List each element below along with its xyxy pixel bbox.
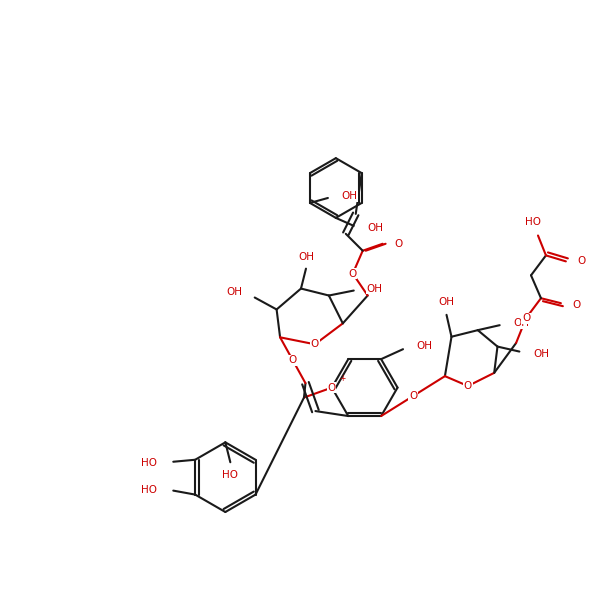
Text: OH: OH [514, 318, 530, 328]
Text: O: O [464, 381, 472, 391]
Text: OH: OH [227, 287, 243, 296]
Text: OH: OH [533, 349, 550, 359]
Text: OH: OH [342, 191, 358, 201]
Text: O: O [573, 300, 581, 310]
Text: O: O [578, 256, 586, 266]
Text: +: + [340, 374, 346, 383]
Text: O: O [349, 269, 357, 278]
Text: OH: OH [416, 341, 432, 351]
Text: OH: OH [298, 252, 314, 262]
Text: O: O [311, 339, 319, 349]
Text: OH: OH [367, 284, 383, 293]
Text: O: O [289, 355, 297, 365]
Text: HO: HO [525, 217, 541, 227]
Text: O: O [409, 391, 417, 401]
Text: O: O [522, 313, 530, 323]
Text: O: O [328, 383, 336, 392]
Text: HO: HO [142, 458, 157, 468]
Text: HO: HO [223, 470, 238, 480]
Text: HO: HO [142, 485, 157, 494]
Text: O: O [395, 239, 403, 249]
Text: OH: OH [368, 223, 383, 233]
Text: OH: OH [439, 297, 455, 307]
